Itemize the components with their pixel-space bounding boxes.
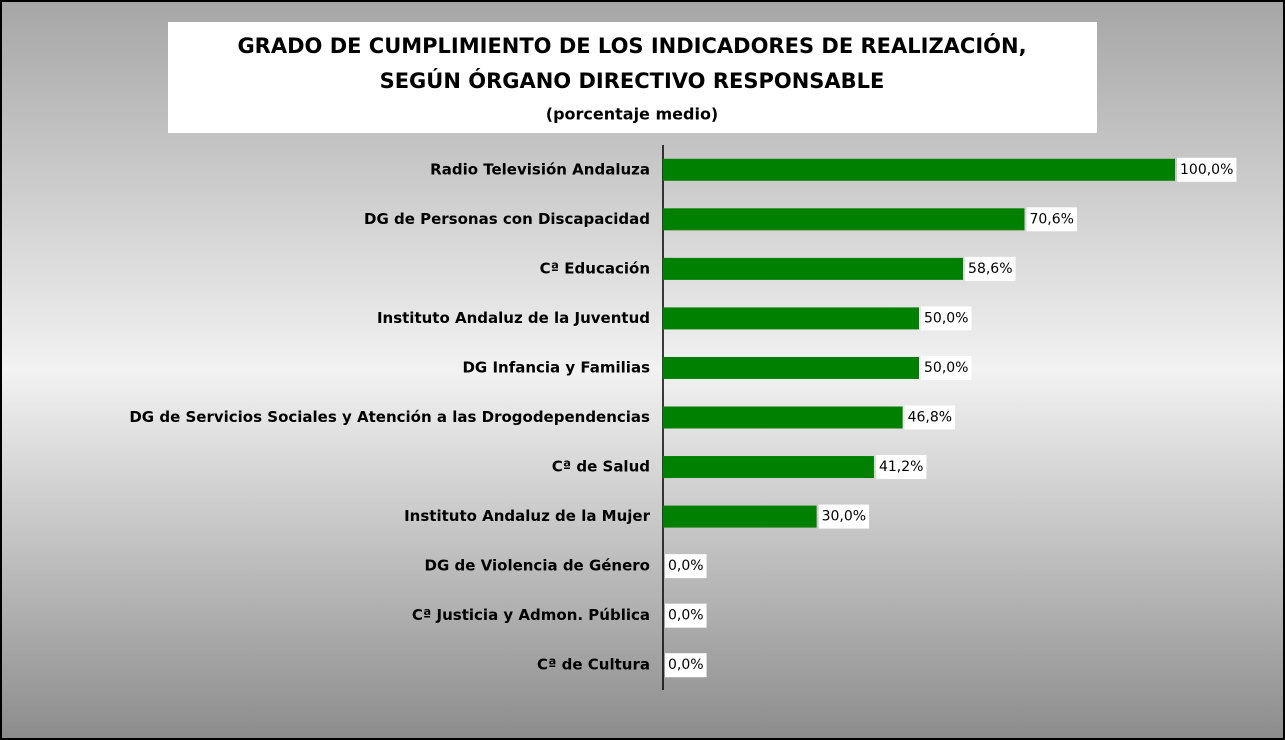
y-tick-label: DG de Violencia de Género: [425, 557, 650, 575]
value-label: 50,0%: [924, 360, 968, 376]
y-tick-label: Cª Educación: [540, 259, 650, 277]
value-label: 46,8%: [908, 410, 952, 426]
value-label-box: [665, 554, 707, 579]
y-tick-label: Radio Televisión Andaluza: [430, 160, 650, 178]
y-tick-label: DG Infancia y Familias: [462, 358, 650, 376]
bar: [663, 307, 919, 330]
value-label: 30,0%: [822, 509, 866, 525]
value-label: 0,0%: [668, 608, 704, 624]
chart-subtitle: (porcentaje medio): [546, 105, 719, 124]
y-tick-label: Instituto Andaluz de la Mujer: [404, 507, 651, 525]
y-tick-label: Cª Justicia y Admon. Pública: [412, 606, 650, 624]
value-label: 0,0%: [668, 657, 704, 673]
value-label-box: [875, 455, 927, 480]
y-tick-label: Instituto Andaluz de la Juventud: [377, 309, 650, 327]
bar: [663, 158, 1175, 181]
value-label-box: [965, 256, 1016, 281]
bar: [663, 356, 919, 379]
y-tick-label: Cª de Salud: [552, 458, 650, 476]
chart-title: SEGÚN ÓRGANO DIRECTIVO RESPONSABLE: [380, 68, 885, 93]
bar: [663, 406, 903, 429]
bar: [663, 505, 817, 528]
y-tick-label: DG de Servicios Sociales y Atención a la…: [129, 408, 650, 426]
value-label: 41,2%: [879, 459, 923, 475]
value-label-box: [665, 653, 707, 678]
title-box: [168, 22, 1097, 133]
y-tick-label: Cª de Cultura: [537, 656, 650, 674]
value-label: 58,6%: [968, 261, 1012, 277]
bar: [663, 208, 1025, 231]
value-label-box: [1177, 157, 1237, 182]
y-tick-label: DG de Personas con Discapacidad: [364, 210, 650, 228]
value-label: 50,0%: [924, 310, 968, 326]
value-label-box: [921, 355, 972, 380]
value-label-box: [818, 504, 870, 529]
value-label: 100,0%: [1180, 162, 1233, 178]
chart-title: GRADO DE CUMPLIMIENTO DE LOS INDICADORES…: [237, 33, 1026, 58]
value-label-box: [904, 405, 956, 430]
bar: [663, 456, 874, 479]
value-label: 70,6%: [1029, 211, 1073, 227]
value-label-box: [921, 306, 972, 331]
value-label-box: [1026, 207, 1077, 232]
value-label: 0,0%: [668, 558, 704, 574]
bar: [663, 257, 964, 280]
value-label-box: [665, 603, 707, 628]
